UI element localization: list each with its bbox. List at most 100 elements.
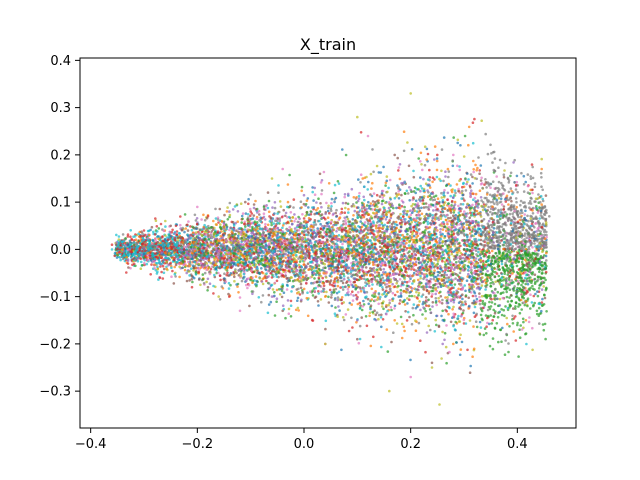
data-point: [513, 254, 516, 257]
data-point: [473, 117, 476, 121]
data-point: [533, 288, 536, 291]
data-point: [252, 243, 256, 247]
data-point: [408, 250, 411, 253]
data-point: [537, 287, 541, 290]
data-point: [398, 177, 402, 181]
data-point: [450, 247, 453, 251]
data-point: [328, 211, 331, 215]
data-point: [467, 260, 471, 264]
data-point: [358, 246, 362, 250]
data-point: [218, 207, 222, 211]
data-point: [229, 283, 232, 287]
data-point: [477, 156, 480, 159]
data-point: [466, 212, 469, 215]
data-point: [431, 289, 435, 293]
data-point: [506, 273, 510, 276]
data-point: [164, 225, 167, 228]
data-point: [433, 243, 437, 246]
data-point: [278, 219, 282, 222]
data-point: [524, 209, 527, 213]
data-point: [465, 223, 469, 226]
data-point: [455, 183, 459, 186]
data-point: [439, 231, 442, 234]
data-point: [445, 277, 448, 280]
data-point: [427, 207, 431, 211]
data-point: [449, 269, 452, 273]
data-point: [524, 282, 527, 286]
data-point: [377, 302, 381, 306]
data-point: [241, 212, 245, 215]
data-point: [479, 326, 483, 329]
data-point: [526, 214, 529, 218]
data-point: [330, 304, 334, 308]
data-point: [316, 300, 320, 303]
data-point: [222, 225, 226, 229]
data-point: [487, 219, 491, 223]
data-point: [422, 177, 425, 181]
data-point: [468, 319, 472, 322]
data-point: [342, 253, 346, 257]
data-point: [525, 236, 528, 240]
data-point: [434, 292, 438, 296]
data-point: [297, 309, 301, 312]
data-point: [300, 206, 303, 209]
data-point: [413, 295, 416, 298]
data-point: [339, 286, 342, 289]
data-point: [518, 311, 522, 315]
data-point: [401, 215, 405, 218]
data-point: [225, 210, 229, 213]
data-point: [533, 273, 537, 277]
data-point: [278, 217, 282, 220]
data-point: [374, 295, 377, 298]
data-point: [424, 317, 427, 320]
data-point: [491, 337, 495, 340]
data-point: [375, 193, 379, 197]
data-point: [207, 224, 210, 228]
data-point: [444, 240, 447, 243]
data-point: [466, 348, 469, 352]
data-point: [407, 244, 411, 247]
data-point: [521, 211, 524, 214]
data-point: [540, 260, 544, 264]
data-point: [465, 227, 469, 230]
data-point: [481, 280, 484, 284]
data-point: [390, 340, 393, 344]
data-point: [400, 205, 404, 208]
data-point: [522, 320, 525, 324]
data-point: [178, 275, 181, 279]
data-point: [497, 274, 501, 278]
data-point: [419, 189, 422, 193]
data-point: [514, 307, 517, 310]
data-point: [481, 299, 485, 303]
data-point: [354, 258, 358, 262]
data-point: [526, 279, 529, 283]
data-point: [214, 207, 217, 211]
data-point: [415, 290, 418, 294]
data-point: [341, 201, 345, 205]
data-point: [380, 305, 384, 308]
data-point: [356, 291, 360, 294]
chart-title: X_train: [300, 35, 356, 55]
data-point: [389, 268, 393, 271]
data-point: [531, 212, 535, 215]
data-point: [380, 202, 384, 206]
data-point: [496, 254, 499, 258]
data-point: [129, 235, 132, 238]
data-point: [246, 286, 249, 290]
data-point: [273, 206, 277, 210]
data-point: [388, 225, 392, 228]
data-point: [284, 211, 288, 215]
data-point: [474, 229, 477, 233]
data-point: [477, 221, 480, 224]
data-point: [302, 233, 306, 237]
data-point: [149, 228, 152, 232]
data-point: [366, 188, 370, 191]
data-point: [418, 237, 422, 241]
data-point: [372, 192, 376, 195]
data-point: [267, 303, 271, 306]
data-point: [275, 267, 278, 271]
data-point: [519, 324, 522, 327]
data-point: [233, 205, 237, 208]
data-point: [407, 164, 411, 168]
data-point: [447, 202, 450, 205]
